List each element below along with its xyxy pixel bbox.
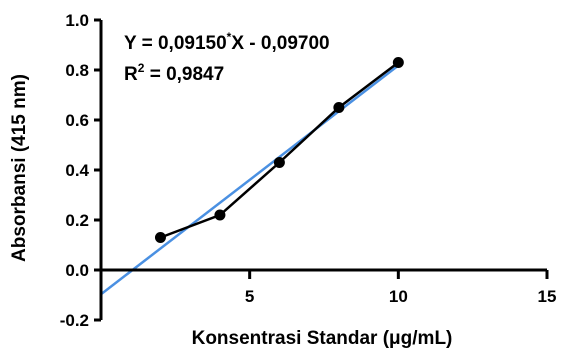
x-tick-label: 10: [389, 287, 408, 306]
regression-equation: Y = 0,09150*X - 0,09700: [124, 30, 330, 54]
x-tick-label: 15: [538, 287, 557, 306]
y-tick-label: 1.0: [65, 11, 89, 30]
y-tick-label: 0.0: [65, 261, 89, 280]
data-point: [273, 157, 285, 168]
x-axis-title: Konsentrasi Standar (μg/mL): [192, 328, 453, 349]
y-tick-label: 0.6: [65, 111, 89, 130]
y-tick-label: 0.2: [65, 211, 89, 230]
regression-line: [100, 64, 400, 296]
x-tick-label: 5: [245, 287, 254, 306]
data-point: [214, 209, 226, 221]
y-tick-label: -0.2: [60, 311, 89, 330]
plot-area: [100, 57, 404, 296]
r-squared-label: R2 = 0,9847: [124, 61, 224, 85]
y-axis-title: Absorbansi (415 nm): [9, 74, 30, 262]
data-point: [154, 232, 166, 243]
y-tick-label: 0.8: [65, 61, 89, 80]
data-line: [160, 61, 400, 239]
axes: -0.2 0.0 0.2 0.4 0.6 0.8 1.0 5 10 15: [60, 11, 557, 330]
y-tick-label: 0.4: [65, 161, 89, 180]
data-point: [392, 57, 404, 68]
data-point: [333, 102, 345, 113]
